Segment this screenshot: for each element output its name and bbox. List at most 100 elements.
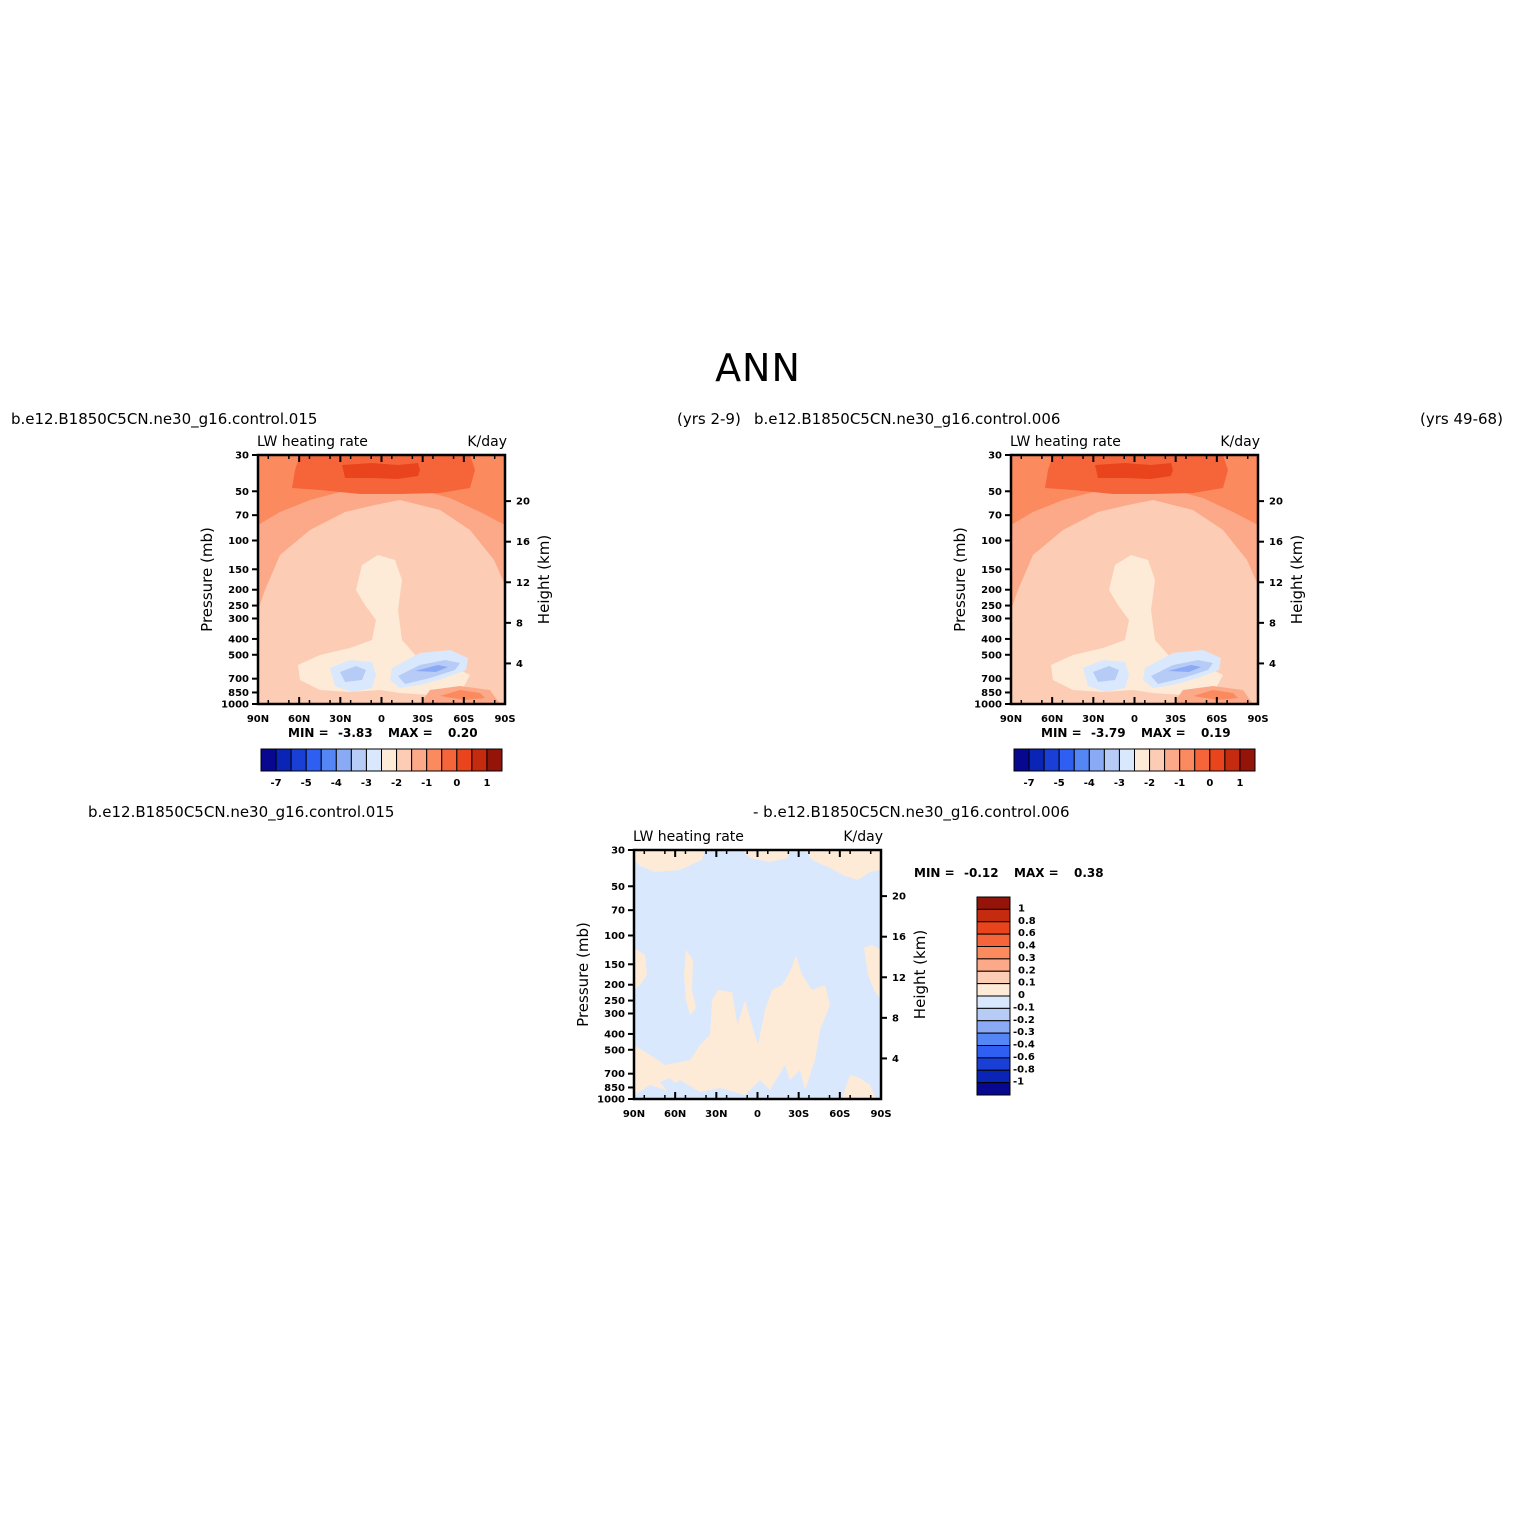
y-tick-label: 300 (604, 1009, 625, 1020)
panel-3: b.e12.B1850C5CN.ne30_g16.control.015 - b… (88, 803, 1104, 1120)
colorbar-box (1043, 748, 1060, 772)
colorbar-box (411, 748, 428, 772)
colorbar-box (976, 1007, 1011, 1022)
region-left-edge (634, 948, 647, 990)
y-tick-label: 1000 (221, 700, 249, 711)
panel-1-axes: 90N 60N 30N 0 30S 60S 90S 30 50 70 100 150 200 250 300… (198, 451, 553, 726)
y-right-tick-label: 16 (1269, 537, 1283, 548)
y-axis-title: Pressure (mb) (574, 922, 592, 1027)
y-tick-label: 150 (228, 565, 249, 576)
region-surface-warm-core (440, 690, 485, 700)
y-right-tick-label: 20 (892, 892, 906, 903)
y-tick-label: 100 (228, 536, 249, 547)
colorbar-box (396, 748, 413, 772)
colorbar-label: -1 (1013, 1077, 1024, 1088)
colorbar-box (1224, 748, 1241, 772)
colorbar-label: -1 (421, 778, 432, 789)
y-tick-label: 400 (981, 634, 1002, 645)
colorbar-box (1103, 748, 1120, 772)
colorbar-label: -5 (1054, 778, 1065, 789)
panel-1-min-value: -3.83 (338, 726, 373, 740)
colorbar-box (1179, 748, 1196, 772)
y-right-tick-label: 12 (892, 973, 906, 984)
y-tick-label: 700 (981, 674, 1002, 685)
colorbar-box (976, 921, 1011, 935)
y-right-tick-label: 4 (516, 659, 523, 670)
colorbar-box (486, 748, 503, 772)
x-tick-label: 60S (453, 714, 474, 725)
colorbar-label: 0 (1018, 990, 1025, 1001)
y-tick-label: 50 (611, 882, 625, 893)
panel-3-case-title: b.e12.B1850C5CN.ne30_g16.control.015 (88, 803, 394, 822)
x-tick-label: 30S (788, 1109, 809, 1120)
x-tick-label: 90N (247, 714, 269, 725)
y-right-tick-label: 8 (516, 618, 523, 629)
colorbar-box (1209, 748, 1226, 772)
region-blue-right-core (415, 665, 448, 672)
colorbar-label: -3 (361, 778, 372, 789)
colorbar-box (976, 1045, 1011, 1059)
y-right-tick-label: 20 (516, 497, 530, 508)
panel-2: b.e12.B1850C5CN.ne30_g16.control.006 (yr… (754, 410, 1503, 789)
colorbar-box (976, 946, 1011, 960)
colorbar-box (976, 995, 1011, 1009)
x-tick-label: 90N (1000, 714, 1022, 725)
colorbar-box (471, 748, 488, 772)
x-tick-label: 90S (494, 714, 515, 725)
colorbar-box (976, 1082, 1011, 1096)
colorbar-box (365, 748, 382, 772)
region-max-core (1095, 463, 1173, 479)
colorbar-box (976, 958, 1011, 972)
y-tick-label: 300 (981, 614, 1002, 625)
x-tick-label: 0 (754, 1109, 761, 1120)
colorbar-label: -0.1 (1013, 1002, 1035, 1013)
panel-1-contour-field (258, 455, 505, 704)
colorbar-box (976, 983, 1011, 997)
colorbar-box (976, 896, 1011, 910)
colorbar-box (275, 748, 292, 772)
panel-3-max-label: MAX = (1014, 866, 1059, 880)
colorbar-box (1028, 748, 1045, 772)
y-tick-label: 70 (611, 906, 625, 917)
colorbar-label: 0.2 (1018, 965, 1036, 976)
panel-2-case-title: b.e12.B1850C5CN.ne30_g16.control.006 (754, 410, 1060, 429)
y-tick-label: 30 (611, 846, 625, 857)
panel-1-case-title: b.e12.B1850C5CN.ne30_g16.control.015 (11, 410, 317, 429)
y-tick-label: 100 (981, 536, 1002, 547)
colorbar-box (976, 1032, 1011, 1046)
region-surface-warm-core (1193, 690, 1238, 700)
panel-2-max-value: 0.19 (1201, 726, 1231, 740)
region-left-column (684, 950, 696, 1015)
region-max-core (342, 463, 420, 479)
colorbar-label: -0.2 (1013, 1015, 1035, 1026)
colorbar-label: -5 (301, 778, 312, 789)
y-tick-label: 300 (228, 614, 249, 625)
y-tick-label: 700 (604, 1069, 625, 1080)
colorbar-label: -2 (391, 778, 402, 789)
colorbar-box (1194, 748, 1211, 772)
panel-1-max-value: 0.20 (448, 726, 478, 740)
figure-title: ANN (715, 346, 801, 390)
y-right-tick-label: 12 (1269, 578, 1283, 589)
colorbar-box (1088, 748, 1105, 772)
y-tick-label: 30 (988, 451, 1002, 462)
x-tick-label: 60N (664, 1109, 686, 1120)
colorbar-label: 0.3 (1018, 953, 1036, 964)
colorbar-label: 0.6 (1018, 928, 1036, 939)
panel-2-min-label: MIN = (1041, 726, 1082, 740)
x-tick-label: 90S (870, 1109, 891, 1120)
region-top-right (806, 850, 881, 880)
panel-1-units: K/day (467, 434, 507, 450)
x-tick-label: 0 (378, 714, 385, 725)
colorbar-label: 0.4 (1018, 941, 1036, 952)
x-tick-label: 60N (288, 714, 310, 725)
colorbar-label: 0.1 (1018, 978, 1036, 989)
y-tick-label: 100 (604, 931, 625, 942)
panel-2-years: (yrs 49-68) (1420, 410, 1503, 428)
colorbar-box (381, 748, 398, 772)
colorbar-label: 0 (1206, 778, 1213, 789)
panel-1-max-label: MAX = (388, 726, 433, 740)
y-right-tick-label: 16 (516, 537, 530, 548)
x-tick-label: 60N (1041, 714, 1063, 725)
colorbar-label: 1 (1018, 903, 1025, 914)
